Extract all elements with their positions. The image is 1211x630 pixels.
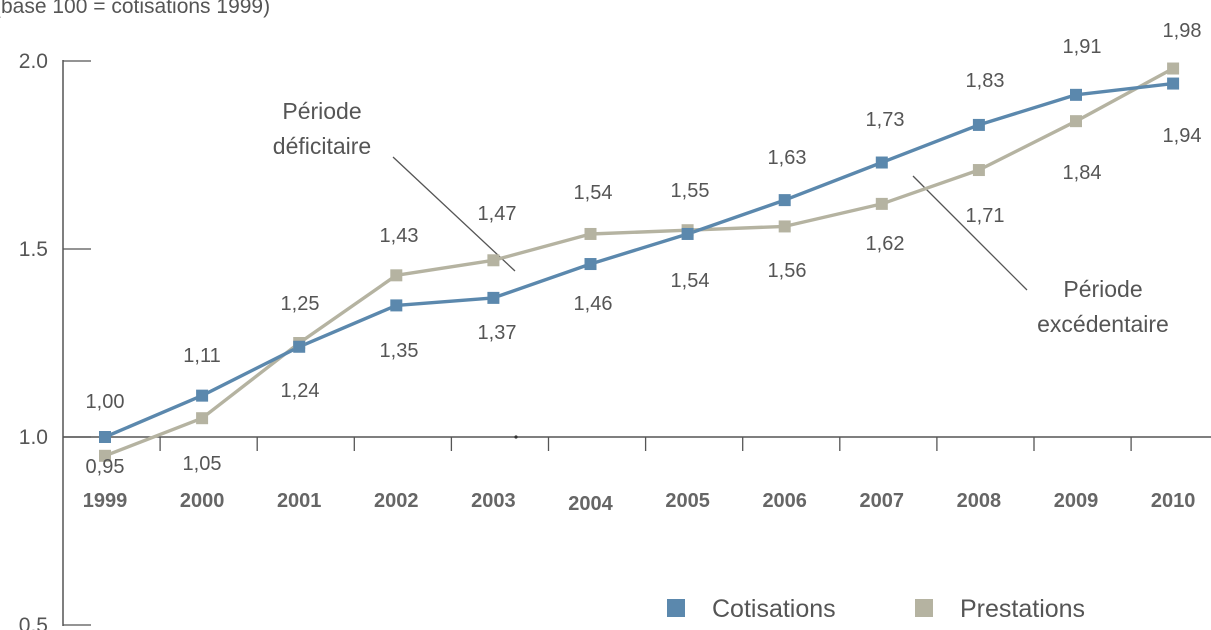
series-line-prestations [104, 67, 1174, 458]
series-point-cotisations [1167, 77, 1180, 90]
data-label-prestations: 1,05 [183, 453, 222, 475]
x-tick-label: 2009 [1054, 490, 1099, 512]
data-label-cotisations: 1,83 [966, 70, 1005, 92]
series-point-cotisations [1070, 88, 1082, 101]
y-tick-label: 2.0 [19, 50, 48, 73]
data-labels: 1,00 1,11 1,24 1,35 1,37 1,46 1,54 1,63 1,73 1,83… [86, 20, 1202, 478]
annotation-text: excédentaire [1037, 311, 1169, 337]
series-point-prestations [196, 412, 209, 425]
legend-swatch-cotisations [667, 599, 685, 617]
x-tick-label: 2008 [957, 490, 1002, 512]
axis-marker-dot [514, 435, 518, 439]
series-group [99, 62, 1180, 462]
annotation-text: déficitaire [273, 133, 371, 159]
x-tick-label: 2001 [277, 490, 322, 512]
x-tick-label: 2005 [665, 490, 710, 512]
data-label-prestations: 1,43 [380, 225, 419, 247]
series-point-cotisations [99, 431, 111, 443]
data-label-prestations: 1,84 [1063, 162, 1102, 184]
data-label-prestations: 1,47 [478, 203, 517, 225]
series-point-cotisations [681, 227, 694, 240]
series-point-prestations [778, 220, 791, 233]
y-tick-label: 1.5 [19, 238, 48, 261]
data-label-prestations: 1,62 [866, 233, 905, 255]
data-label-cotisations: 1,91 [1063, 36, 1102, 58]
x-tick-label: 2006 [762, 490, 807, 512]
leader-line-surplus [912, 175, 1028, 291]
annotation-text: Période [282, 98, 361, 124]
series-point-prestations [487, 254, 500, 267]
data-label-cotisations: 1,11 [183, 345, 220, 367]
annotations: Période déficitaire Période excédentaire [273, 98, 1169, 337]
x-ticks: 1999 2000 2001 2002 2003 2004 2005 2006 2007 2008… [83, 435, 1196, 515]
y-ticks: 0.5 1.0 1.5 2.0 [19, 50, 91, 630]
leader-line-deficit [392, 156, 516, 272]
data-label-prestations: 1,56 [768, 260, 807, 282]
series-point-prestations [972, 164, 985, 177]
x-tick-label: 2003 [471, 490, 516, 512]
series-point-prestations [584, 227, 597, 240]
series-point-cotisations [487, 291, 500, 304]
axes [62, 60, 1211, 626]
y-tick-label: 0.5 [19, 614, 48, 630]
x-tick-label: 1999 [83, 490, 128, 512]
x-tick-label: 2007 [860, 490, 905, 512]
legend-label-prestations: Prestations [960, 595, 1085, 623]
x-tick-label: 2002 [374, 490, 419, 512]
series-point-cotisations [196, 389, 209, 402]
data-label-cotisations: 1,73 [866, 109, 905, 131]
data-label-prestations: 1,54 [574, 182, 613, 204]
data-label-cotisations: 1,63 [768, 147, 807, 169]
x-tick-label: 2000 [180, 490, 225, 512]
series-point-prestations [875, 197, 888, 210]
data-label-prestations: 1,25 [281, 293, 320, 315]
legend-label-cotisations: Cotisations [712, 595, 836, 623]
series-point-cotisations [875, 156, 888, 169]
annotation-text: Période [1063, 276, 1142, 302]
legend-swatch-prestations [915, 599, 933, 617]
chart-subtitle: (base 100 = cotisations 1999) [0, 0, 270, 18]
series-point-cotisations [972, 118, 985, 131]
series-point-cotisations [778, 194, 791, 207]
series-point-prestations [99, 449, 111, 462]
series-point-prestations [1070, 115, 1082, 128]
series-line-cotisations [104, 81, 1174, 439]
series-point-cotisations [584, 258, 597, 271]
annotation-leaders [392, 156, 1028, 291]
data-label-cotisations: 1,37 [478, 322, 517, 344]
data-label-prestations: 1,55 [671, 180, 710, 202]
data-label-prestations: 1,98 [1163, 20, 1202, 42]
x-tick-label: 2010 [1151, 490, 1196, 512]
data-label-prestations: 0,95 [86, 456, 125, 478]
data-label-cotisations: 1,00 [86, 391, 125, 413]
x-tick-label: 2004 [568, 493, 613, 515]
series-point-prestations [1167, 62, 1180, 75]
series-point-cotisations [390, 299, 403, 312]
data-label-cotisations: 1,46 [574, 293, 613, 315]
legend: Cotisations Prestations [667, 595, 1085, 623]
series-point-prestations [390, 269, 403, 282]
data-label-cotisations: 1,54 [671, 270, 710, 292]
series-point-cotisations [293, 340, 306, 353]
data-label-cotisations: 1,24 [281, 380, 320, 402]
data-label-cotisations: 1,35 [380, 340, 419, 362]
y-tick-label: 1.0 [19, 426, 48, 449]
data-label-prestations: 1,71 [966, 205, 1005, 227]
data-label-cotisations: 1,94 [1163, 125, 1202, 147]
